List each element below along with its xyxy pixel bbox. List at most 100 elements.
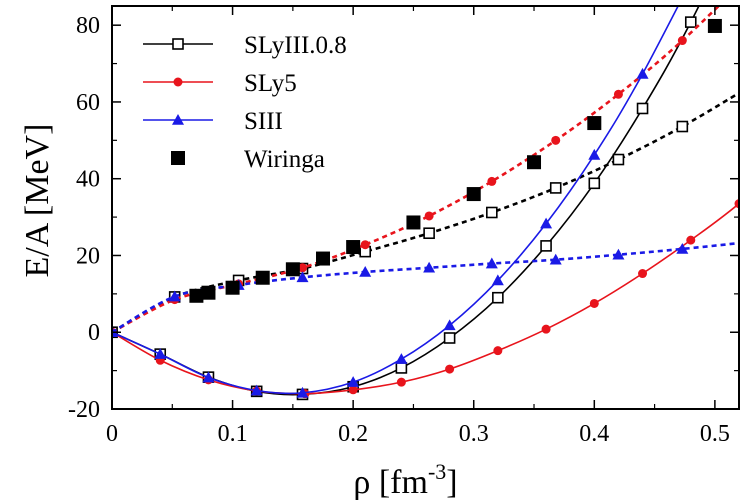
data-point-marker [168,290,181,302]
plot-frame [111,5,740,410]
data-point-marker [445,364,455,374]
legend-entry: SLyIII.0.8 [143,32,347,59]
data-point-marker [285,262,300,277]
legend-label: SLyIII.0.8 [244,32,347,59]
data-point-marker [677,36,687,46]
data-point-marker [395,362,408,374]
x-tick-label: 0.5 [700,421,730,447]
y-axis-label: E/A [MeV] [19,124,56,278]
data-point-marker [485,257,498,269]
x-tick-label: 0.1 [218,421,248,447]
legend: SLyIII.0.8 SLy5 SIII Wiringa [143,32,347,173]
legend-entry: Wiringa [171,146,325,173]
data-point-marker [686,235,696,245]
y-tick-label: 20 [76,243,100,269]
data-point-marker [549,253,562,265]
x-tick-label: 0.4 [579,421,609,447]
data-point-marker [298,263,308,273]
solid-curve [112,6,680,395]
series-sly5 [112,6,739,399]
data-point-marker [684,16,697,28]
legend-entry: SIII [143,108,283,135]
data-point-marker [588,177,601,190]
data-point-marker [443,319,456,331]
data-point-marker [493,346,503,356]
data-point-marker [296,271,309,283]
legend-label: SIII [244,108,283,135]
data-point-marker [466,187,481,202]
legend-entry: SLy5 [143,70,297,97]
data-point-marker [225,280,240,295]
x-axis-label: ρ [fm-3] [353,459,457,501]
data-point-marker [424,211,434,221]
data-point-marker [189,288,204,303]
data-point-marker [613,89,623,99]
data-point-marker [395,353,408,364]
y-tick-label: 80 [76,13,100,39]
data-point-marker [486,206,498,219]
data-point-marker [541,324,551,334]
data-point-marker [201,285,216,300]
data-point-marker [636,102,649,115]
data-point-marker [589,298,599,308]
data-point-marker [347,376,360,387]
legend-marker [171,151,185,165]
data-point-marker [346,240,361,255]
data-point-marker [348,385,358,395]
data-point-marker [250,384,263,396]
data-point-marker [423,227,435,240]
data-point-marker [154,348,167,359]
data-point-marker [540,240,552,252]
series-layer [112,6,739,401]
series-slyiii-0-8 [112,6,739,401]
data-point-marker [612,248,625,260]
data-point-marker [316,251,331,266]
data-point-marker [360,240,370,250]
data-point-marker [588,148,601,160]
data-point-marker [587,116,602,131]
legend-label: Wiringa [244,146,325,173]
series-wiringa [189,18,722,303]
data-point-marker [202,371,215,383]
x-axis-label-base: ρ [fm [353,464,428,501]
data-point-marker [396,377,406,387]
legend-marker [172,114,184,125]
data-point-marker [549,182,562,194]
data-point-marker [636,67,649,79]
data-point-marker [443,332,456,344]
legend-marker [173,77,183,87]
x-tick-label: 0.3 [459,421,489,447]
data-point-marker [406,215,421,230]
x-tick-label: 0.2 [338,421,368,447]
dotted-curve [112,6,721,334]
y-tick-label: 60 [76,90,100,116]
legend-label: SLy5 [244,70,297,97]
data-point-marker [612,153,625,166]
solid-curve [112,6,700,396]
data-point-marker [734,199,739,209]
data-point-marker [527,155,542,170]
data-point-marker [491,274,504,286]
data-point-marker [492,291,504,304]
data-point-marker [540,217,553,229]
data-point-marker [551,135,561,145]
data-point-marker [255,270,270,285]
legend-marker [172,38,184,50]
x-tick-label: 0 [106,421,118,447]
y-tick-label: 40 [76,167,100,193]
data-point-marker [676,120,689,133]
data-point-marker [423,261,436,273]
data-point-marker [296,386,309,398]
data-point-marker [676,242,689,254]
y-tick-label: 0 [88,320,100,346]
data-point-marker [359,265,372,277]
x-axis-label-suffix: ] [446,464,457,501]
data-point-marker [638,269,648,279]
y-tick-label: -20 [68,397,100,423]
data-point-marker [487,176,497,186]
x-axis-label-sup: -3 [428,459,446,484]
data-point-marker [707,18,722,33]
